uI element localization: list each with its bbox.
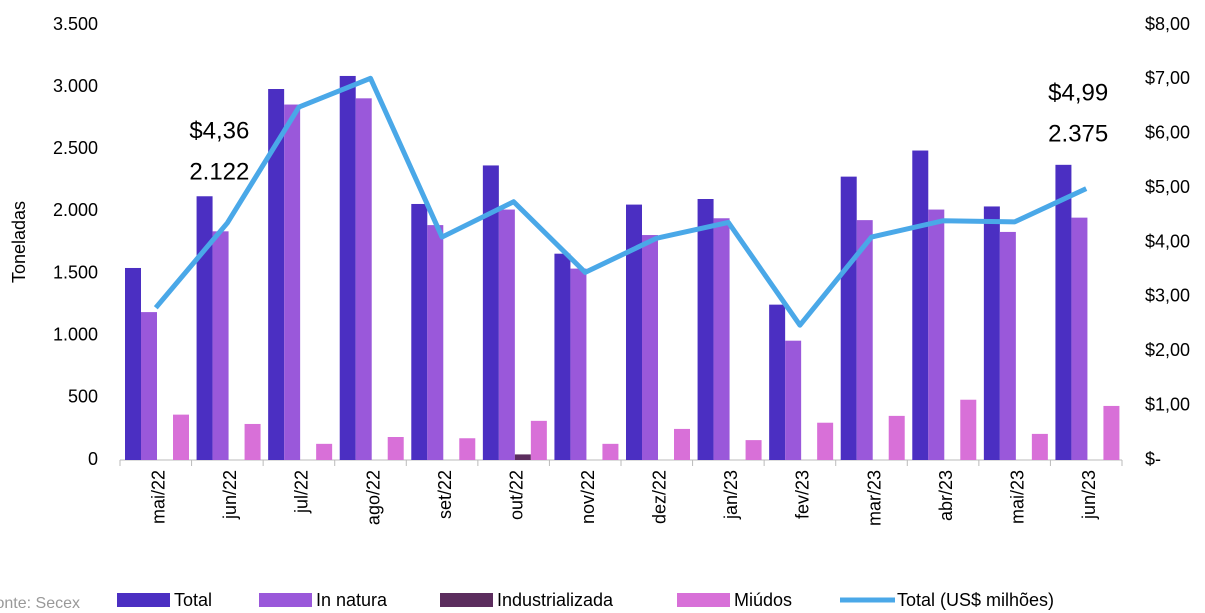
legend-swatch bbox=[259, 593, 312, 607]
bar bbox=[498, 209, 515, 460]
y-tick-label: 2.000 bbox=[53, 200, 98, 220]
x-tick-label: nov/22 bbox=[578, 470, 598, 524]
legend-swatch bbox=[117, 593, 170, 607]
x-tick-label: jul/22 bbox=[292, 470, 312, 514]
data-label: $4,36 bbox=[189, 117, 249, 144]
bar bbox=[697, 199, 714, 460]
data-label: 2.375 bbox=[1048, 120, 1108, 147]
legend-label: Miúdos bbox=[734, 590, 792, 610]
y2-tick-label: $4,00 bbox=[1145, 231, 1190, 251]
y2-tick-label: $5,00 bbox=[1145, 177, 1190, 197]
bar bbox=[339, 75, 356, 460]
source-note: Fonte: Secex bbox=[0, 595, 80, 612]
data-label: $4,99 bbox=[1048, 79, 1108, 106]
y-tick-label: 500 bbox=[68, 387, 98, 407]
legend-label: Industrializada bbox=[497, 590, 614, 610]
bar bbox=[268, 89, 285, 460]
x-tick-label: mai/23 bbox=[1007, 470, 1027, 524]
bar bbox=[983, 206, 1000, 460]
y2-tick-label: $8,00 bbox=[1145, 14, 1190, 34]
bar bbox=[173, 414, 189, 460]
x-tick-label: jun/22 bbox=[220, 470, 240, 520]
x-tick-label: mai/22 bbox=[149, 470, 169, 524]
y-tick-label: 3.000 bbox=[53, 76, 98, 96]
bar bbox=[125, 267, 141, 460]
bar bbox=[411, 203, 428, 460]
bar bbox=[785, 340, 802, 460]
bar bbox=[642, 235, 658, 460]
bar bbox=[674, 428, 690, 460]
bar bbox=[316, 443, 333, 460]
bar bbox=[840, 176, 857, 460]
x-tick-label: dez/22 bbox=[650, 470, 670, 524]
bar bbox=[196, 196, 213, 460]
bar bbox=[212, 231, 229, 460]
legend-swatch bbox=[440, 593, 493, 607]
x-tick-label: fev/23 bbox=[793, 470, 813, 519]
bar bbox=[284, 104, 301, 461]
bar bbox=[387, 437, 404, 460]
x-tick-label: jun/23 bbox=[1079, 470, 1099, 520]
bar bbox=[1031, 433, 1048, 460]
y-tick-label: 0 bbox=[88, 449, 98, 469]
data-label: 2.122 bbox=[189, 158, 249, 185]
bar bbox=[960, 399, 977, 460]
bar bbox=[713, 218, 730, 460]
y2-tick-label: $6,00 bbox=[1145, 123, 1190, 143]
x-tick-label: ago/22 bbox=[363, 470, 383, 525]
y2-tick-label: $7,00 bbox=[1145, 68, 1190, 88]
bar bbox=[244, 423, 261, 460]
bar bbox=[427, 225, 444, 460]
x-tick-label: set/22 bbox=[435, 470, 455, 519]
bar bbox=[888, 415, 905, 460]
bar bbox=[459, 438, 476, 460]
bar bbox=[912, 150, 929, 460]
line-series bbox=[153, 75, 1088, 328]
x-tick-label: abr/23 bbox=[936, 470, 956, 521]
bar bbox=[602, 443, 619, 460]
legend-label: Total (US$ milhões) bbox=[897, 590, 1054, 610]
bar bbox=[570, 268, 587, 460]
y-tick-label: 3.500 bbox=[53, 14, 98, 34]
y2-tick-label: $2,00 bbox=[1145, 340, 1190, 360]
bar bbox=[856, 220, 873, 460]
bar bbox=[355, 98, 372, 460]
bar bbox=[1103, 405, 1120, 460]
bar bbox=[999, 231, 1016, 460]
legend-label: Total bbox=[174, 590, 212, 610]
bar bbox=[482, 165, 499, 460]
bar bbox=[817, 422, 834, 460]
bar bbox=[1071, 217, 1088, 460]
y-axis-title: Toneladas bbox=[9, 201, 29, 283]
bar bbox=[626, 204, 642, 460]
y2-tick-label: $3,00 bbox=[1145, 286, 1190, 306]
bar bbox=[530, 420, 547, 460]
x-tick-label: out/22 bbox=[506, 470, 526, 520]
x-tick-label: jan/23 bbox=[721, 470, 741, 520]
legend-swatch bbox=[677, 593, 730, 607]
y-tick-label: 1.000 bbox=[53, 324, 98, 344]
y2-tick-label: $1,00 bbox=[1145, 394, 1190, 414]
bar bbox=[514, 454, 531, 460]
bar bbox=[928, 209, 945, 460]
legend-label: In natura bbox=[316, 590, 388, 610]
bar bbox=[769, 304, 786, 460]
y-tick-label: 2.500 bbox=[53, 138, 98, 158]
x-tick-label: mar/23 bbox=[864, 470, 884, 526]
y-tick-label: 1.500 bbox=[53, 262, 98, 282]
bar bbox=[745, 440, 762, 460]
bar bbox=[141, 312, 157, 460]
bar bbox=[554, 253, 571, 460]
y2-tick-label: $- bbox=[1145, 449, 1161, 469]
bar bbox=[1055, 164, 1072, 461]
